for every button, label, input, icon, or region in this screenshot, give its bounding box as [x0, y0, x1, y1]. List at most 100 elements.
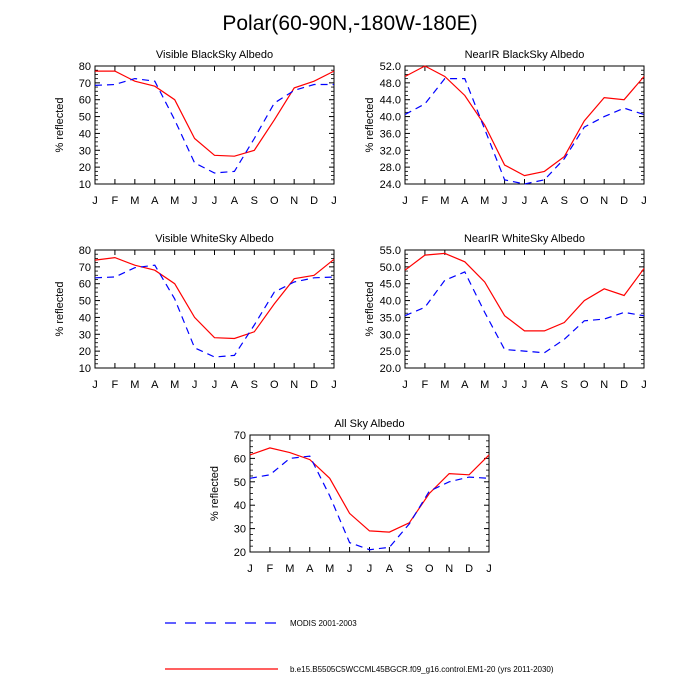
x-tick-label: A — [461, 195, 469, 207]
y-tick-label: 32.0 — [380, 145, 401, 157]
panel-title: NearIR WhiteSky Albedo — [464, 233, 585, 245]
y-tick-label: 40 — [79, 312, 91, 324]
x-tick-label: O — [270, 195, 279, 207]
y-axis-label: % reflected — [54, 97, 66, 152]
y-tick-label: 50.0 — [380, 262, 401, 274]
plot-frame — [94, 249, 335, 369]
y-axis-label: % reflected — [54, 281, 66, 336]
series-modis-line — [94, 77, 334, 174]
y-tick-label: 40.0 — [380, 296, 401, 308]
x-tick-label: N — [445, 563, 453, 575]
x-tick-label: M — [130, 195, 139, 207]
x-tick-label: A — [461, 379, 469, 391]
x-tick-label: J — [192, 379, 198, 391]
x-tick-label: M — [170, 379, 179, 391]
x-tick-label: S — [251, 379, 258, 391]
plot-frame — [94, 65, 335, 185]
x-tick-label: S — [251, 195, 258, 207]
panel-title: Visible BlackSky Albedo — [156, 49, 273, 61]
y-tick-label: 35.0 — [380, 312, 401, 324]
panel-title: Visible WhiteSky Albedo — [155, 233, 273, 245]
x-tick-label: A — [541, 379, 549, 391]
panel-3: Visible WhiteSky Albedo % reflected 10 20 30… — [54, 233, 337, 391]
y-tick-label: 28.0 — [380, 162, 401, 174]
x-tick-label: A — [306, 563, 314, 575]
y-tick-label: 60 — [79, 95, 91, 107]
x-tick-label: M — [130, 379, 139, 391]
x-tick-label: M — [440, 379, 449, 391]
series-modis-line — [249, 455, 490, 551]
y-tick-label: 20 — [79, 346, 91, 358]
x-tick-label: F — [112, 379, 119, 391]
x-tick-label: M — [285, 563, 294, 575]
x-tick-label: S — [561, 195, 568, 207]
y-tick-label: 60 — [79, 279, 91, 291]
series-model-line — [404, 252, 645, 332]
x-tick-label: F — [422, 379, 429, 391]
x-tick-label: J — [367, 563, 373, 575]
y-axis-label: % reflected — [364, 97, 376, 152]
x-tick-label: J — [641, 379, 647, 391]
x-tick-label: J — [641, 195, 647, 207]
x-tick-label: A — [386, 563, 394, 575]
y-tick-label: 80 — [79, 61, 91, 73]
x-tick-label: J — [347, 563, 353, 575]
y-tick-label: 48.0 — [380, 78, 401, 90]
x-tick-label: O — [425, 563, 434, 575]
x-tick-label: O — [270, 379, 279, 391]
x-tick-label: J — [212, 379, 218, 391]
y-tick-label: 45.0 — [380, 279, 401, 291]
x-tick-label: M — [170, 195, 179, 207]
y-axis-label: % reflected — [209, 466, 221, 521]
x-tick-label: M — [480, 379, 489, 391]
x-tick-label: J — [331, 195, 337, 207]
x-tick-label: O — [580, 195, 589, 207]
x-tick-label: J — [212, 195, 218, 207]
series-modis-line — [94, 264, 335, 358]
x-tick-label: N — [290, 379, 298, 391]
x-tick-label: D — [620, 195, 628, 207]
x-tick-label: A — [541, 195, 549, 207]
y-tick-label: 30 — [79, 329, 91, 341]
x-tick-label: A — [231, 379, 239, 391]
x-tick-label: A — [151, 379, 159, 391]
y-tick-label: 40 — [79, 128, 91, 140]
series-model-line — [95, 70, 335, 157]
y-tick-label: 50 — [79, 296, 91, 308]
series-modis-line — [404, 271, 645, 354]
panel-2: NearIR BlackSky Albedo % reflected 24.0 28.… — [364, 49, 647, 207]
y-tick-label: 70 — [79, 78, 91, 90]
x-tick-label: A — [151, 195, 159, 207]
main-title: Polar(60-90N,-180W-180E) — [222, 12, 478, 35]
y-tick-label: 80 — [79, 245, 91, 257]
y-tick-label: 30 — [234, 524, 246, 536]
y-tick-label: 20 — [79, 162, 91, 174]
y-tick-label: 40.0 — [380, 112, 401, 124]
x-tick-label: A — [231, 195, 239, 207]
x-tick-label: D — [465, 563, 473, 575]
x-tick-label: J — [402, 379, 408, 391]
x-tick-label: D — [310, 195, 318, 207]
y-tick-label: 20 — [234, 547, 246, 559]
x-tick-label: N — [600, 379, 608, 391]
y-tick-label: 52.0 — [380, 61, 401, 73]
x-tick-label: D — [620, 379, 628, 391]
y-tick-label: 36.0 — [380, 128, 401, 140]
y-axis-label: % reflected — [364, 281, 376, 336]
series-modis-line — [404, 77, 645, 185]
y-tick-label: 60 — [234, 453, 246, 465]
x-tick-label: M — [440, 195, 449, 207]
y-tick-label: 10 — [79, 363, 91, 375]
y-tick-label: 50 — [234, 477, 246, 489]
x-tick-label: J — [331, 379, 337, 391]
y-tick-label: 24.0 — [380, 179, 401, 191]
x-tick-label: J — [522, 379, 528, 391]
y-tick-label: 25.0 — [380, 346, 401, 358]
panel-title: All Sky Albedo — [334, 418, 404, 430]
x-tick-label: S — [406, 563, 413, 575]
y-tick-label: 30 — [79, 145, 91, 157]
y-tick-label: 30.0 — [380, 329, 401, 341]
x-tick-label: J — [402, 195, 408, 207]
y-tick-label: 40 — [234, 500, 246, 512]
x-tick-label: D — [310, 379, 318, 391]
